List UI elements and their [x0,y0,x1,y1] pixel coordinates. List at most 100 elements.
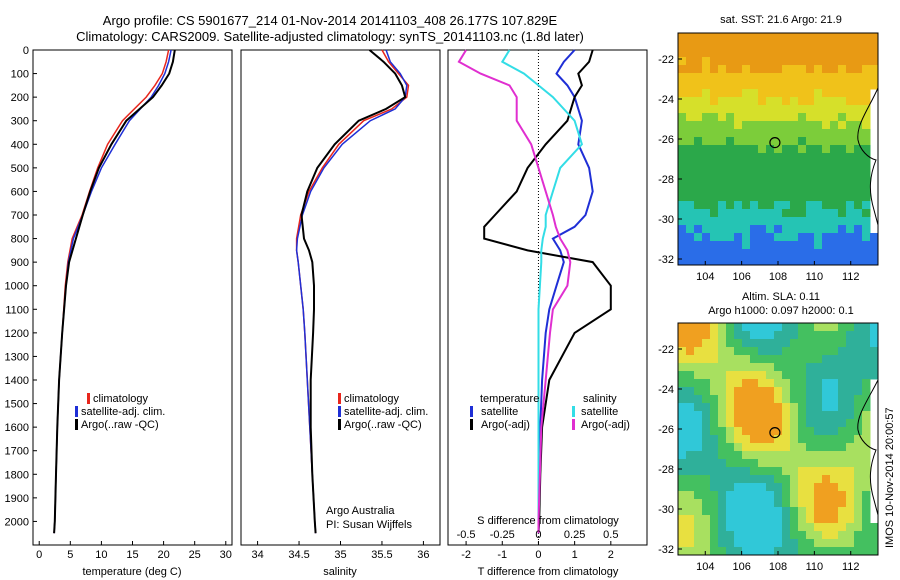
map-cell [758,451,767,460]
map-cell [766,363,775,372]
map-cell [766,531,775,540]
annotation-pi: PI: Susan Wijffels [326,519,412,531]
map-cell [862,73,871,82]
map-cell [686,185,695,194]
map-cell [838,515,847,524]
map-cell [726,41,735,50]
map-cell [766,105,775,114]
map-cell [750,137,759,146]
map-cell [750,33,759,42]
map-cell [758,547,767,556]
map-cell [814,209,823,218]
map-cell [742,33,751,42]
map-cell [718,499,727,508]
map-cell [750,427,759,436]
salinity-axis-label: salinity [323,566,357,578]
map-cell [726,193,735,202]
map-cell [814,507,823,516]
map-cell [862,209,871,218]
map-cell [822,145,831,154]
map-cell [822,41,831,50]
map-cell [854,57,863,66]
map-cell [838,57,847,66]
map-cell [806,523,815,532]
map-cell [678,185,687,194]
map-cell [798,225,807,234]
map-cell [838,249,847,258]
map-cell [830,209,839,218]
map-cell [806,121,815,130]
map-cell [710,145,719,154]
map-cell [766,89,775,98]
legend-label-s-satellite: satellite [581,406,618,418]
map-cell [702,363,711,372]
map-cell [694,185,703,194]
map-cell [766,459,775,468]
map-cell [750,339,759,348]
map-cell [694,371,703,380]
map-cell [758,395,767,404]
map-cell [758,153,767,162]
map-cell [766,395,775,404]
map-cell [702,97,711,106]
map-cell [750,49,759,58]
map-cell [774,539,783,548]
map-cell [814,427,823,436]
map-cell [854,233,863,242]
s-difference-tick-label: 0.5 [603,529,618,541]
map-cell [686,113,695,122]
map-cell [710,531,719,540]
map-cell [718,347,727,356]
map-cell [870,547,879,556]
map-cell [774,379,783,388]
map-cell [854,339,863,348]
map-cell [726,249,735,258]
map-cell [846,65,855,74]
map-cell [822,411,831,420]
map-cell [830,217,839,226]
map-cell [846,169,855,178]
map-cell [774,81,783,90]
map-cell [838,209,847,218]
map-cell [830,403,839,412]
map-cell [806,217,815,226]
map-cell [718,105,727,114]
temperature-axis-label: temperature (deg C) [82,566,181,578]
map-cell [806,97,815,106]
map-cell [718,539,727,548]
map-cell [806,137,815,146]
map-cell [702,89,711,98]
map-cell [862,507,871,516]
map-cell [766,331,775,340]
map-cell [702,403,711,412]
map-cell [694,515,703,524]
map-cell [694,531,703,540]
map-cell [862,395,871,404]
map-cell [862,363,871,372]
map-cell [798,323,807,332]
depth-tick-label: 1400 [5,375,29,387]
map-cell [734,113,743,122]
map-cell [734,193,743,202]
map-cell [702,507,711,516]
map-cell [718,209,727,218]
map-cell [710,105,719,114]
map-cell [798,105,807,114]
map-cell [790,89,799,98]
map-cell [830,225,839,234]
map-cell [806,379,815,388]
map-cell [838,331,847,340]
map-cell [838,491,847,500]
map-cell [750,121,759,130]
map-cell [814,161,823,170]
map-cell [774,323,783,332]
map-cell [854,347,863,356]
map-cell [710,331,719,340]
map-cell [750,105,759,114]
map-cell [862,323,871,332]
map-cell [862,491,871,500]
map-cell [846,451,855,460]
map-cell [718,491,727,500]
map-cell [750,451,759,460]
map-cell [782,443,791,452]
